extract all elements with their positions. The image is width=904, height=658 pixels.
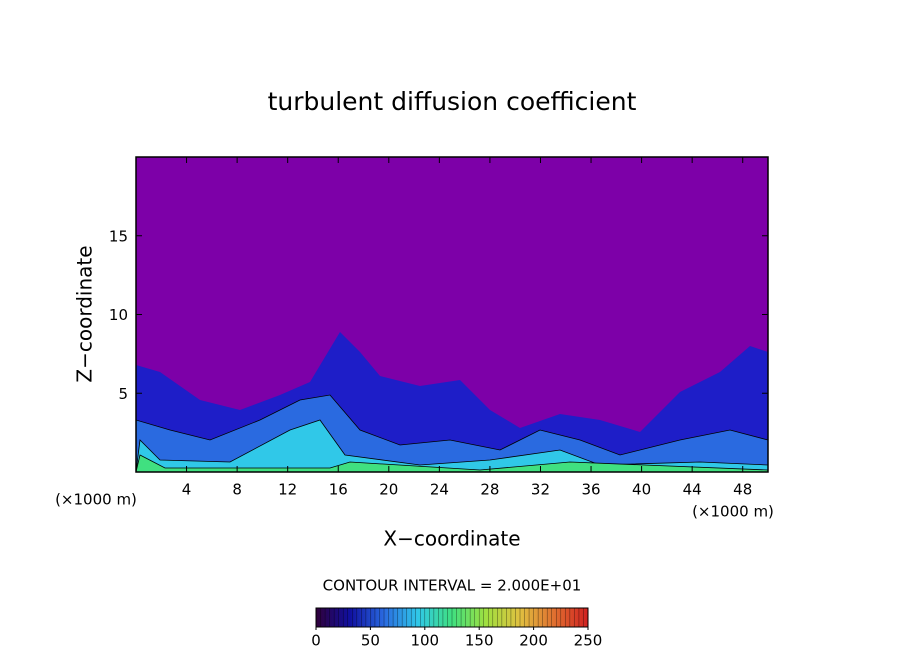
x-tick-label: 44 (683, 481, 702, 499)
x-axis-label: X−coordinate (383, 527, 520, 551)
colorbar-tick-label: 50 (361, 632, 380, 650)
chart-title: turbulent diffusion coefficient (268, 87, 637, 116)
x-tick-label: 12 (278, 481, 297, 499)
x-tick-label: 24 (430, 481, 449, 499)
y-axis-label: Z−coordinate (73, 245, 97, 382)
x-unit-label: (×1000 m) (55, 491, 137, 509)
field-region (136, 454, 768, 472)
x-tick-label: 20 (379, 481, 398, 499)
x-tick-label: 16 (329, 481, 348, 499)
x-tick-label: 4 (182, 481, 192, 499)
x-unit-label: (×1000 m) (692, 503, 774, 521)
y-tick-label: 15 (109, 227, 128, 245)
y-tick-label: 10 (109, 306, 128, 324)
x-tick-label: 32 (531, 481, 550, 499)
x-tick-label: 28 (480, 481, 499, 499)
x-tick-label: 40 (632, 481, 651, 499)
x-tick-label: 48 (733, 481, 752, 499)
field-region (136, 419, 768, 472)
colorbar-tick-label: 0 (311, 632, 321, 650)
field (136, 332, 768, 472)
colorbar-tick-label: 200 (519, 632, 548, 650)
x-tick-label: 36 (581, 481, 600, 499)
y-tick-label: 5 (118, 385, 128, 403)
colorbar-tick-label: 250 (574, 632, 603, 650)
colorbar-tick-label: 100 (410, 632, 439, 650)
contour-interval: CONTOUR INTERVAL = 2.000E+01 (323, 577, 582, 595)
x-tick-label: 8 (232, 481, 242, 499)
colorbar-tick-label: 150 (465, 632, 494, 650)
